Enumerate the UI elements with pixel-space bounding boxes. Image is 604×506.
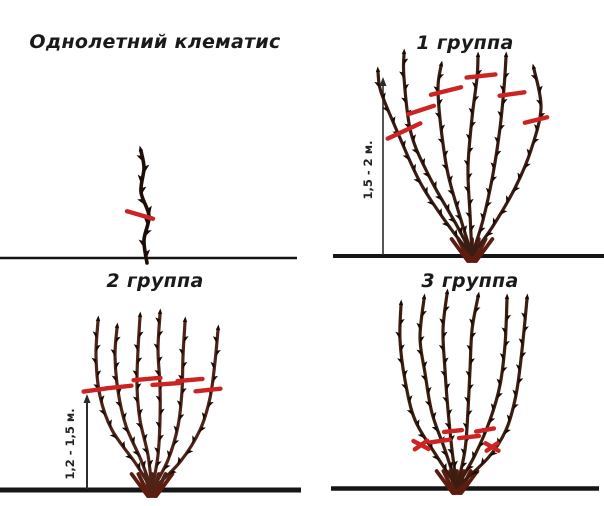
height-arrow-group-1 bbox=[379, 77, 387, 255]
prune-mark bbox=[385, 121, 423, 141]
height-arrow-group-2 bbox=[83, 394, 91, 489]
prune-mark bbox=[427, 437, 453, 445]
prune-mark bbox=[456, 433, 482, 441]
prune-mark bbox=[405, 103, 437, 117]
prune-mark bbox=[81, 386, 109, 394]
panel-title-group-1: 1 группа bbox=[416, 32, 514, 54]
height-label-group-2: 1,2 - 1,5 м. bbox=[63, 408, 77, 480]
prune-mark bbox=[150, 380, 182, 388]
panel-title-annual-clematis: Однолетний клематис bbox=[29, 31, 281, 53]
plant-group-1 bbox=[374, 48, 550, 263]
prune-mark bbox=[175, 376, 205, 384]
plant-group-2 bbox=[81, 308, 223, 498]
prune-mark bbox=[131, 375, 163, 383]
prune-mark bbox=[497, 90, 527, 98]
prune-mark bbox=[104, 383, 134, 391]
prune-mark bbox=[473, 426, 497, 434]
panel-title-group-3: 3 группа bbox=[421, 270, 519, 292]
prune-mark bbox=[193, 386, 223, 394]
prune-mark bbox=[522, 115, 550, 125]
prune-mark bbox=[124, 209, 156, 221]
panel-title-group-2: 2 группа bbox=[106, 270, 204, 292]
prune-mark bbox=[412, 438, 430, 452]
height-label-group-1: 1,5 - 2 м. bbox=[361, 140, 375, 200]
prune-mark bbox=[464, 72, 498, 80]
plant-group-3 bbox=[395, 288, 530, 495]
prune-mark bbox=[441, 427, 465, 435]
plant-annual-clematis bbox=[124, 145, 156, 265]
prune-mark bbox=[484, 441, 500, 453]
prune-mark bbox=[428, 85, 464, 97]
